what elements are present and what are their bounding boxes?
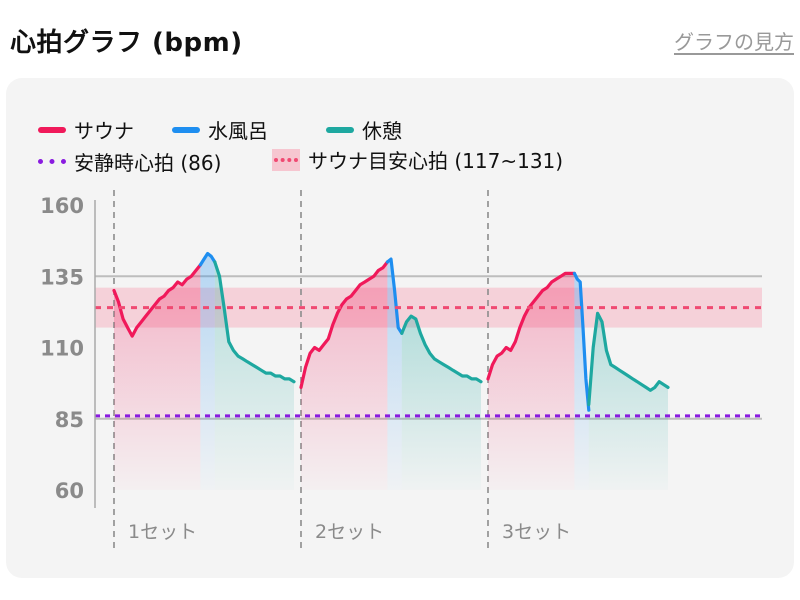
legend-swatch-sauna — [38, 126, 66, 133]
legend-label-resting-hr: 安静時心拍 (86) — [74, 151, 222, 175]
series-line-layer — [112, 251, 670, 412]
legend-label-rest: 休憩 — [362, 119, 402, 143]
line-sauna-set-3 — [486, 271, 576, 381]
line-rest-set-2 — [400, 314, 483, 384]
chart-legend: サウナ 水風呂 休憩 安静時心拍 (86) サウナ目安心拍 (117~131) — [38, 115, 778, 177]
area-rest-set-2 — [401, 316, 481, 490]
axis-layer: 60 85 110 135 160 1セット 2セット 3セット — [40, 194, 571, 543]
x-set-label-3: 3セット — [502, 521, 571, 543]
line-cold_bath-set-2 — [385, 257, 404, 335]
line-rest-set-1 — [213, 260, 296, 384]
area-cold_bath-set-1 — [200, 253, 215, 490]
y-tick-label-135: 135 — [40, 265, 84, 289]
area-rest-set-3 — [588, 313, 668, 490]
legend-swatch-cold-bath — [172, 126, 200, 133]
legend-label-sauna-zone: サウナ目安心拍 (117~131) — [308, 149, 564, 173]
line-cold_bath-set-3 — [572, 271, 591, 412]
area-fill-layer — [114, 253, 668, 490]
y-tick-label-110: 110 — [40, 337, 84, 361]
y-tick-label-85: 85 — [55, 408, 84, 432]
legend-label-cold-bath: 水風呂 — [208, 119, 268, 143]
legend-item-sauna-zone: サウナ目安心拍 (117~131) — [272, 145, 563, 174]
area-cold_bath-set-2 — [387, 259, 402, 490]
line-sauna-set-2 — [299, 260, 389, 389]
legend-swatch-sauna-zone — [272, 148, 300, 171]
legend-item-rest: 休憩 — [326, 115, 402, 144]
legend-item-cold-bath: 水風呂 — [172, 115, 268, 144]
header: 心拍グラフ (bpm) グラフの見方 — [0, 0, 800, 70]
area-rest-set-1 — [214, 262, 294, 490]
page-title: 心拍グラフ (bpm) — [10, 28, 243, 58]
line-rest-set-3 — [587, 311, 670, 407]
x-set-label-1: 1セット — [128, 521, 197, 543]
y-tick-label-160: 160 — [40, 194, 84, 218]
y-tick-label-60: 60 — [55, 479, 84, 503]
reference-line-layer — [95, 306, 762, 418]
area-sauna-set-2 — [301, 262, 388, 490]
area-sauna-set-1 — [114, 264, 201, 490]
x-set-label-2: 2セット — [315, 521, 384, 543]
legend-label-sauna: サウナ — [74, 119, 134, 143]
line-cold_bath-set-1 — [198, 251, 217, 267]
area-cold_bath-set-3 — [574, 273, 589, 490]
legend-item-sauna: サウナ — [38, 115, 134, 144]
legend-swatch-resting-hr — [38, 159, 66, 164]
legend-item-resting-hr: 安静時心拍 (86) — [38, 147, 221, 176]
line-sauna-set-1 — [112, 263, 202, 338]
area-sauna-set-3 — [488, 273, 575, 490]
graph-help-link[interactable]: グラフの見方 — [674, 30, 794, 54]
legend-swatch-rest — [326, 126, 354, 133]
